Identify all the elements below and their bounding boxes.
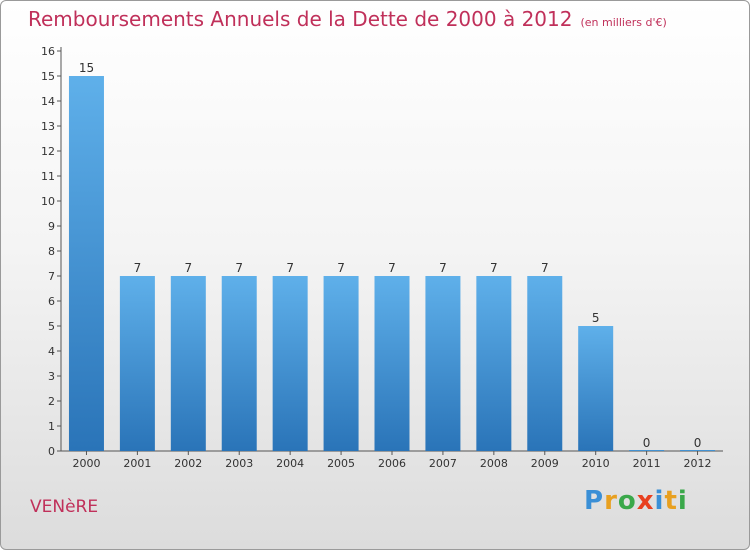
logo-letter: o <box>617 486 637 516</box>
y-tick-label: 9 <box>48 220 55 233</box>
logo-letter: t <box>664 486 678 516</box>
y-tick-label: 16 <box>41 45 55 58</box>
y-tick-label: 14 <box>41 95 55 108</box>
data-label: 7 <box>134 261 142 275</box>
bar <box>68 76 104 451</box>
logo-letter: P <box>584 486 605 516</box>
x-tick-label: 2009 <box>531 457 559 470</box>
bar <box>629 450 665 451</box>
x-tick-label: 2000 <box>72 457 100 470</box>
y-tick-label: 2 <box>48 395 55 408</box>
x-tick-label: 2010 <box>582 457 610 470</box>
bar <box>680 450 716 451</box>
y-tick-label: 3 <box>48 370 55 383</box>
data-label: 7 <box>286 261 294 275</box>
data-label: 7 <box>541 261 549 275</box>
bar <box>374 276 410 451</box>
bar <box>170 276 206 451</box>
chart-title: Remboursements Annuels de la Dette de 20… <box>28 7 667 31</box>
y-tick-label: 11 <box>41 170 55 183</box>
proxiti-logo: Proxiti <box>584 486 688 516</box>
bar <box>476 276 512 451</box>
data-label: 7 <box>337 261 345 275</box>
data-label: 5 <box>592 311 600 325</box>
chart-unit: (en milliers d'€) <box>580 16 667 29</box>
y-tick-label: 15 <box>41 70 55 83</box>
data-label: 0 <box>694 436 702 450</box>
x-tick-label: 2005 <box>327 457 355 470</box>
y-tick-label: 7 <box>48 270 55 283</box>
bar <box>323 276 359 451</box>
bar <box>119 276 155 451</box>
y-tick-label: 8 <box>48 245 55 258</box>
x-tick-label: 2008 <box>480 457 508 470</box>
x-tick-label: 2004 <box>276 457 304 470</box>
x-tick-label: 2007 <box>429 457 457 470</box>
bar <box>425 276 461 451</box>
y-tick-label: 5 <box>48 320 55 333</box>
y-tick-label: 13 <box>41 120 55 133</box>
chart-title-text: Remboursements Annuels de la Dette de 20… <box>28 7 573 31</box>
y-tick-label: 12 <box>41 145 55 158</box>
x-tick-label: 2002 <box>174 457 202 470</box>
bar <box>578 326 614 451</box>
x-tick-label: 2012 <box>684 457 712 470</box>
bar <box>221 276 257 451</box>
data-label: 0 <box>643 436 651 450</box>
city-name: VENèRE <box>30 497 99 517</box>
x-tick-label: 2001 <box>123 457 151 470</box>
data-label: 7 <box>235 261 243 275</box>
x-tick-label: 2011 <box>633 457 661 470</box>
y-tick-label: 0 <box>48 445 55 458</box>
logo-letter: i <box>654 486 665 516</box>
x-tick-label: 2003 <box>225 457 253 470</box>
y-tick-label: 10 <box>41 195 55 208</box>
y-tick-label: 1 <box>48 420 55 433</box>
data-label: 7 <box>439 261 447 275</box>
logo-letter: x <box>636 486 655 516</box>
data-label: 7 <box>388 261 396 275</box>
data-label: 7 <box>490 261 498 275</box>
data-label: 15 <box>79 61 94 75</box>
y-tick-label: 4 <box>48 345 55 358</box>
y-tick-label: 6 <box>48 295 55 308</box>
bar <box>527 276 563 451</box>
logo-letter: i <box>677 486 688 516</box>
bar <box>272 276 308 451</box>
x-tick-label: 2006 <box>378 457 406 470</box>
logo-letter: r <box>604 486 618 516</box>
data-label: 7 <box>184 261 192 275</box>
